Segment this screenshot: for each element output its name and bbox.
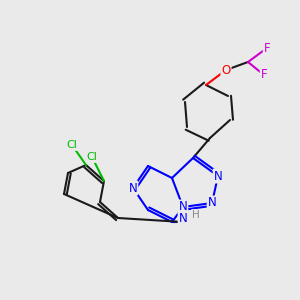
Text: N: N bbox=[178, 212, 188, 224]
Text: N: N bbox=[208, 196, 216, 209]
Text: Cl: Cl bbox=[87, 152, 98, 162]
Text: N: N bbox=[129, 182, 137, 194]
Text: Cl: Cl bbox=[67, 140, 77, 150]
Text: N: N bbox=[214, 169, 222, 182]
Text: H: H bbox=[192, 210, 200, 220]
Text: N: N bbox=[178, 200, 188, 214]
Text: F: F bbox=[261, 68, 267, 82]
Text: F: F bbox=[264, 41, 270, 55]
Text: O: O bbox=[221, 64, 231, 76]
